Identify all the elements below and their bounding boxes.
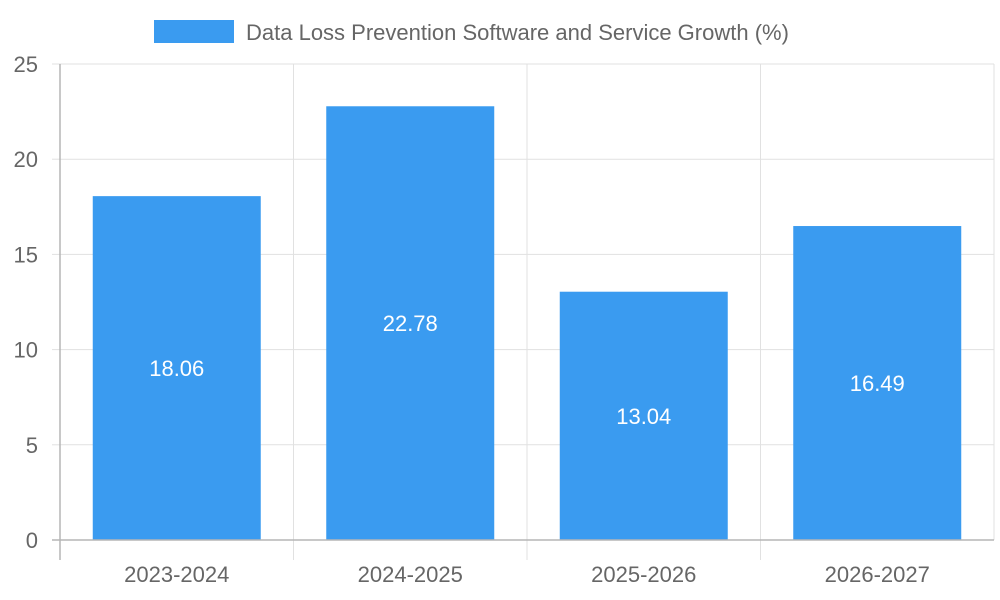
x-tick-label: 2026-2027 xyxy=(825,562,930,587)
bar-2026-2027[interactable] xyxy=(793,226,962,540)
bar-value-label: 22.78 xyxy=(383,311,438,336)
x-tick-label: 2023-2024 xyxy=(124,562,229,587)
x-tick-label: 2024-2025 xyxy=(358,562,463,587)
y-tick-label: 25 xyxy=(14,52,38,77)
bar-value-label: 13.04 xyxy=(616,404,671,429)
legend-label[interactable]: Data Loss Prevention Software and Servic… xyxy=(246,20,789,45)
bar-2025-2026[interactable] xyxy=(559,291,728,540)
legend-swatch[interactable] xyxy=(154,20,234,43)
bar-2024-2025[interactable] xyxy=(326,106,495,540)
y-tick-label: 5 xyxy=(26,433,38,458)
x-tick-label: 2025-2026 xyxy=(591,562,696,587)
legend[interactable]: Data Loss Prevention Software and Servic… xyxy=(154,20,789,45)
bar-value-label: 16.49 xyxy=(850,371,905,396)
y-axis-ticks: 0 5 10 15 20 25 xyxy=(14,52,60,553)
axes xyxy=(52,64,994,560)
x-axis-ticks: 2023-2024 2024-2025 2025-2026 2026-2027 xyxy=(124,562,930,587)
bar-value-label: 18.06 xyxy=(149,356,204,381)
bar-2023-2024[interactable] xyxy=(92,196,261,540)
y-tick-label: 0 xyxy=(26,528,38,553)
y-tick-label: 15 xyxy=(14,242,38,267)
y-tick-label: 20 xyxy=(14,147,38,172)
y-tick-label: 10 xyxy=(14,338,38,363)
bars: 18.06 22.78 13.04 16.49 xyxy=(92,106,962,540)
